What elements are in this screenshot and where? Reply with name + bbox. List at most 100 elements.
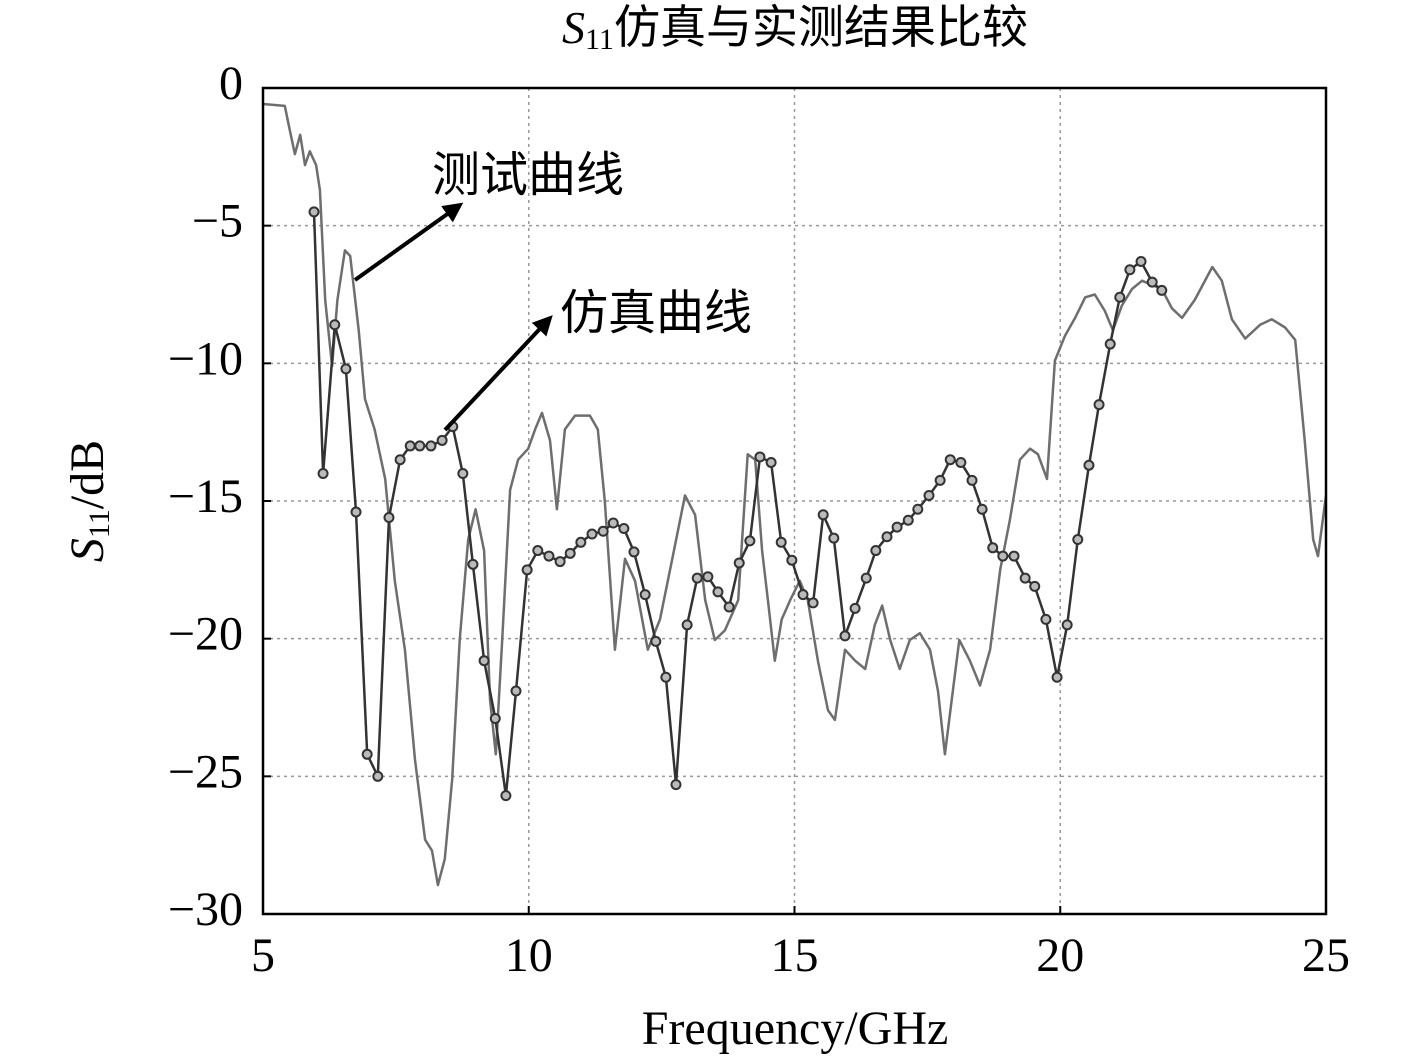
data-point [860, 572, 872, 584]
data-point [414, 440, 426, 452]
data-point [586, 528, 598, 540]
title-text: 仿真与实测结果比较 [614, 2, 1028, 53]
data-point [1029, 580, 1041, 592]
data-point [997, 550, 1009, 562]
data-point [575, 536, 587, 548]
data-point [1061, 619, 1073, 631]
y-label-unit: /dB [61, 440, 114, 509]
data-point [1104, 338, 1116, 350]
data-point [660, 671, 672, 683]
y-tick-label: −20 [168, 608, 243, 661]
data-point [1146, 276, 1158, 288]
title-symbol: S [562, 2, 585, 53]
data-point [944, 454, 956, 466]
y-tick-label: −5 [192, 195, 243, 248]
data-point [1124, 264, 1136, 276]
data-point [976, 503, 988, 515]
data-point [1135, 255, 1147, 267]
data-point [1019, 572, 1031, 584]
data-point [1040, 613, 1052, 625]
data-point [500, 790, 512, 802]
y-tick-label: −25 [168, 745, 243, 798]
data-point [1051, 671, 1063, 683]
annotation: 仿真曲线 [560, 287, 752, 340]
data-point [564, 547, 576, 559]
data-point [340, 363, 352, 375]
data-point [828, 532, 840, 544]
data-point [1072, 534, 1084, 546]
plot-frame [261, 86, 1328, 916]
x-tick-label: 10 [505, 929, 553, 982]
data-point [404, 440, 416, 452]
data-point [597, 525, 609, 537]
data-point [329, 319, 341, 331]
data-point [839, 630, 851, 642]
data-point [350, 506, 362, 518]
data-point [510, 685, 522, 697]
data-point [902, 514, 914, 526]
data-point [467, 558, 479, 570]
data-point [1093, 399, 1105, 411]
data-point [775, 536, 787, 548]
title-subscript: 11 [585, 23, 614, 56]
data-point [786, 554, 798, 566]
y-tick-label: −15 [168, 470, 243, 523]
data-point [650, 635, 662, 647]
x-tick-label: 5 [251, 929, 275, 982]
data-point [670, 779, 682, 791]
data-point [765, 456, 777, 468]
data-point [308, 206, 320, 218]
x-axis-label: Frequency/GHz [642, 1002, 949, 1055]
x-tick-label: 20 [1036, 929, 1084, 982]
annotation-arrow [353, 202, 464, 282]
data-point [733, 557, 745, 569]
data-point [361, 748, 373, 760]
data-point [923, 489, 935, 501]
data-point [702, 571, 714, 583]
data-point [372, 770, 384, 782]
data-point [966, 474, 978, 486]
data-point [521, 564, 533, 576]
y-tick-label: 0 [219, 57, 243, 110]
data-point [1083, 459, 1095, 471]
x-tick-label: 15 [771, 929, 819, 982]
data-point [383, 512, 395, 524]
chart-title: S11仿真与实测结果比较 [562, 2, 1028, 56]
y-axis-label: S11/dB [61, 440, 116, 562]
data-point [425, 440, 437, 452]
data-point [628, 546, 640, 558]
y-tick-label: −10 [168, 332, 243, 385]
data-point [849, 602, 861, 614]
data-point [712, 586, 724, 598]
data-point [754, 451, 766, 463]
y-label-subscript: 11 [83, 509, 116, 538]
data-point [394, 454, 406, 466]
grid [262, 87, 1327, 915]
data-point [891, 521, 903, 533]
data-point [532, 545, 544, 557]
data-point [317, 467, 329, 479]
data-point [478, 655, 490, 667]
annotation-arrow [443, 315, 553, 432]
data-point [489, 713, 501, 725]
data-point [1008, 550, 1020, 562]
data-point [1156, 284, 1168, 296]
data-point [436, 434, 448, 446]
data-point [797, 589, 809, 601]
series-layer [262, 102, 1328, 887]
data-point [554, 556, 566, 568]
data-point [955, 456, 967, 468]
data-point [723, 601, 735, 613]
x-tick-label: 25 [1302, 929, 1350, 982]
data-point [870, 545, 882, 557]
data-point [744, 535, 756, 547]
data-point [457, 467, 469, 479]
data-point [681, 619, 693, 631]
data-point [618, 523, 630, 535]
data-point [881, 531, 893, 543]
data-point [543, 550, 555, 562]
data-point [607, 517, 619, 529]
data-point [912, 503, 924, 515]
data-point [817, 509, 829, 521]
